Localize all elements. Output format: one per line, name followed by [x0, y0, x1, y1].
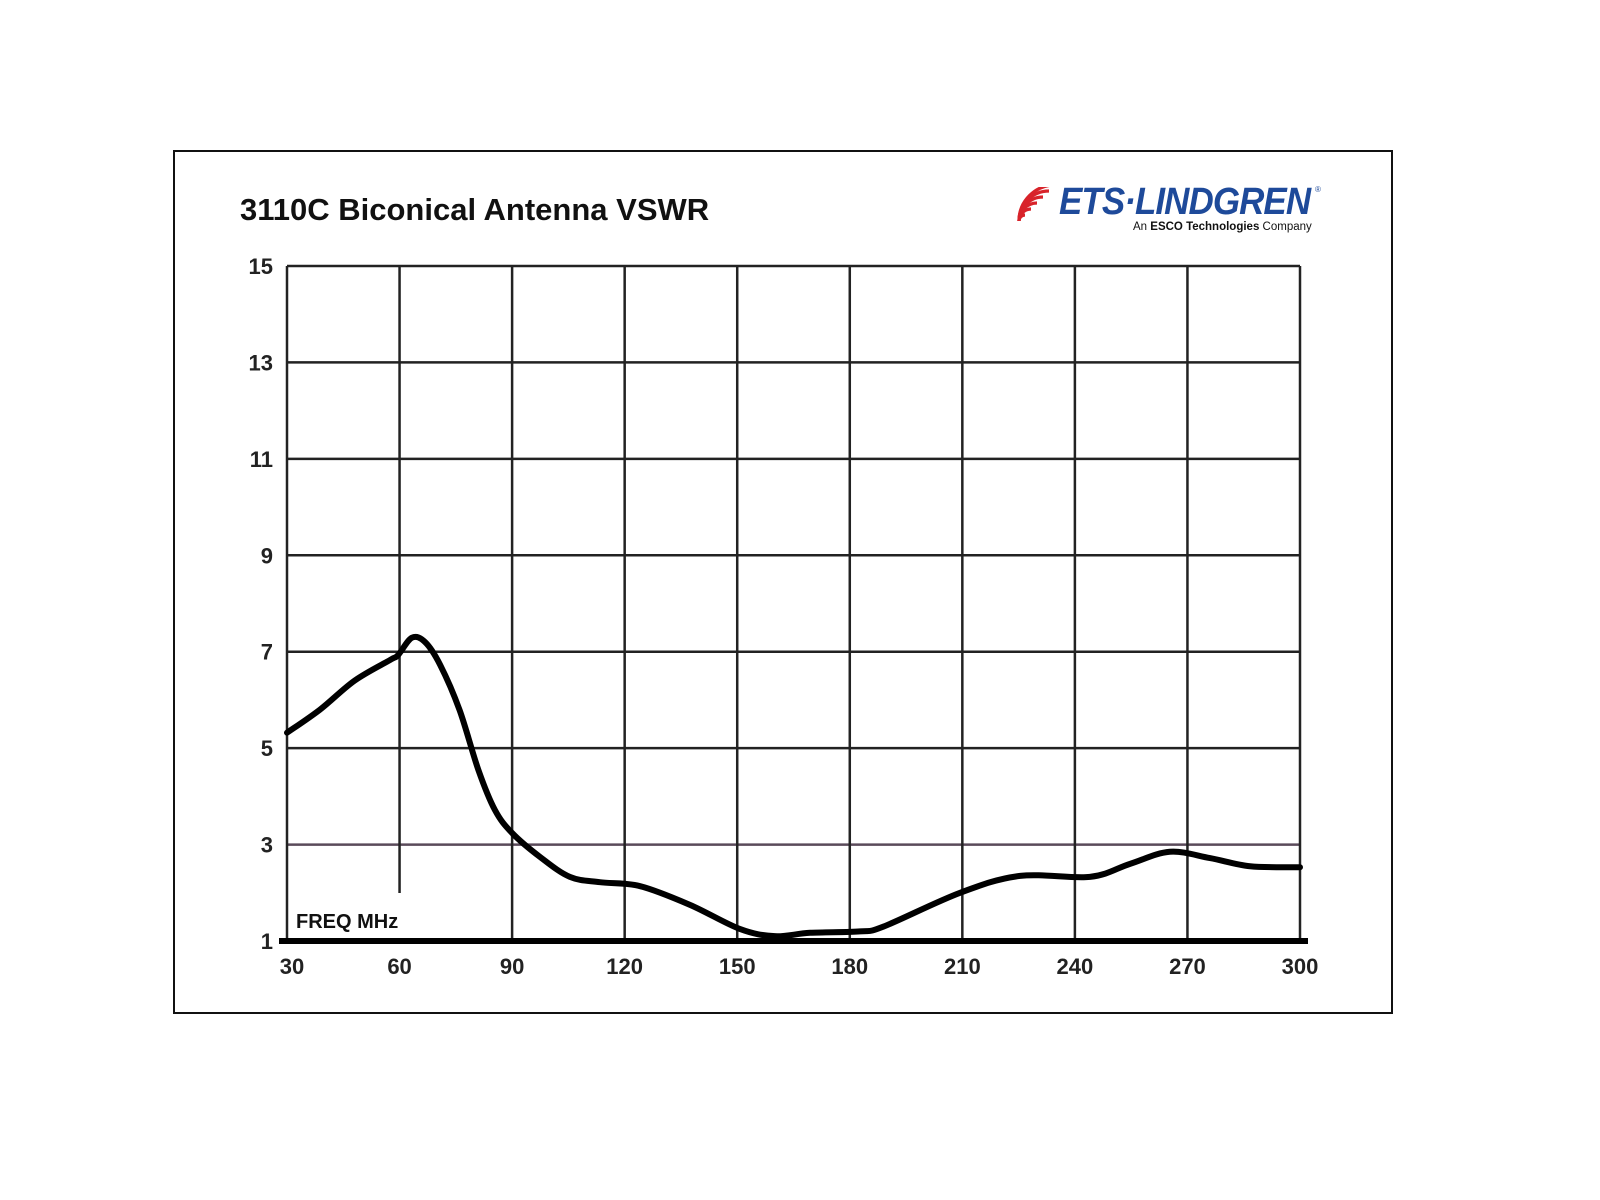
logo-wordmark: ETS·LINDGREN [1059, 181, 1311, 223]
y-tick-label: 1 [261, 929, 273, 954]
x-tick-label: 120 [606, 954, 643, 979]
x-tick-label: 240 [1057, 954, 1094, 979]
chart-title: 3110C Biconical Antenna VSWR [240, 192, 710, 227]
y-tick-label: 9 [261, 543, 273, 568]
x-tick-label: 300 [1282, 954, 1319, 979]
y-tick-label: 3 [261, 833, 273, 858]
signal-waves-icon [1017, 187, 1050, 222]
y-tick-label: 11 [250, 447, 273, 472]
x-tick-label: 210 [944, 954, 981, 979]
registered-mark: ® [1315, 185, 1321, 194]
x-tick-label: 60 [387, 954, 411, 979]
logo-tagline: An ESCO Technologies Company [1133, 221, 1312, 233]
x-axis-label: FREQ MHz [296, 911, 398, 933]
x-tick-label: 180 [831, 954, 868, 979]
y-tick-label: 13 [249, 350, 273, 375]
y-tick-label: 7 [261, 640, 273, 665]
x-tick-label: 30 [280, 954, 304, 979]
ets-lindgren-logo: ETS·LINDGREN ® An ESCO Technologies Comp… [1015, 181, 1325, 241]
y-tick-label: 15 [249, 254, 273, 279]
chart-frame [173, 150, 1393, 1014]
x-tick-label: 90 [500, 954, 524, 979]
vswr-series-line [284, 633, 1303, 940]
y-tick-label: 5 [261, 736, 273, 761]
xlabel-background [300, 908, 425, 936]
x-tick-label: 270 [1169, 954, 1206, 979]
x-tick-label: 150 [719, 954, 756, 979]
